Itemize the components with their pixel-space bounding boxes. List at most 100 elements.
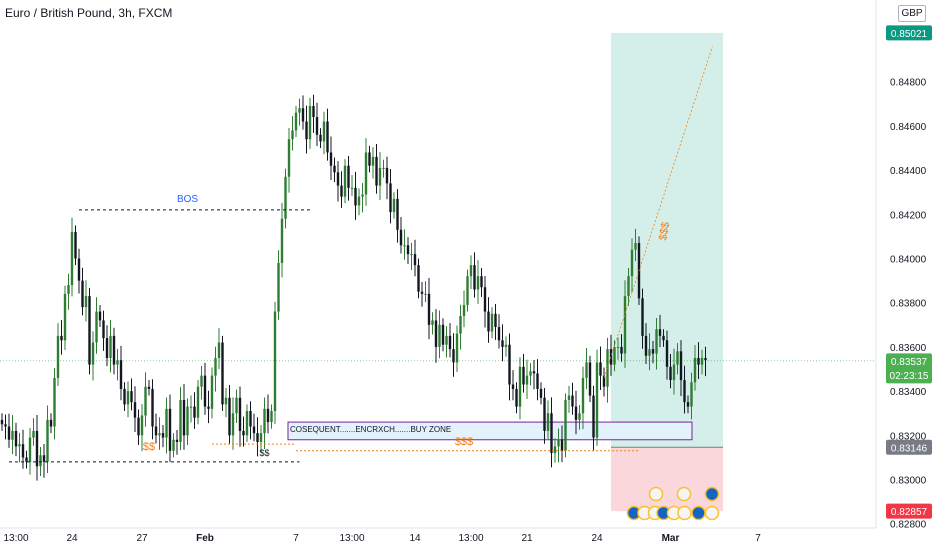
candle-body xyxy=(560,439,564,451)
chart-title: Euro / British Pound, 3h, FXCM xyxy=(5,6,173,20)
y-tick-label: 0.83600 xyxy=(890,343,927,354)
candle-body xyxy=(690,382,693,407)
candle-body xyxy=(417,265,420,292)
candle-body xyxy=(543,397,546,431)
event-flag-icon xyxy=(677,505,692,521)
candle-body xyxy=(602,375,606,387)
candle-body xyxy=(133,402,137,418)
candle-body xyxy=(333,165,336,173)
candle-body xyxy=(14,430,18,447)
candle-body xyxy=(193,406,196,418)
liquidity-label-left: $$ xyxy=(143,441,155,453)
x-tick-label: Mar xyxy=(662,533,680,544)
target-price-value: 0.85021 xyxy=(891,29,928,40)
candle-body xyxy=(693,357,697,383)
candle-body xyxy=(343,165,347,197)
y-tick-label: 0.82800 xyxy=(890,520,927,531)
candle-body xyxy=(263,408,266,434)
candle-body xyxy=(452,349,455,363)
candle-body xyxy=(207,406,210,409)
candle-body xyxy=(704,357,707,361)
candle-body xyxy=(350,187,354,189)
candle-body xyxy=(231,413,235,436)
candle-body xyxy=(679,351,683,381)
y-tick-label: 0.84000 xyxy=(890,255,927,266)
candle-body xyxy=(511,384,515,389)
y-tick-label: 0.84800 xyxy=(890,78,927,89)
candle-body xyxy=(550,413,553,454)
candle-body xyxy=(305,121,308,140)
event-flag-icon xyxy=(704,505,720,521)
candle-body xyxy=(686,402,690,407)
candle-body xyxy=(84,296,88,308)
candle-body xyxy=(256,433,259,442)
candle-body xyxy=(270,411,273,423)
candle-body xyxy=(676,351,679,365)
x-tick-label: Feb xyxy=(196,533,214,544)
candle-body xyxy=(445,335,448,345)
candle-body xyxy=(522,366,525,385)
candle-body xyxy=(273,311,277,412)
candle-body xyxy=(287,139,291,177)
candle-body xyxy=(553,446,557,454)
event-flag-icon xyxy=(691,505,706,521)
candle-body xyxy=(91,342,95,365)
event-flag-icon xyxy=(676,486,692,502)
candle-body xyxy=(200,375,203,387)
candle-body xyxy=(658,329,662,336)
candle-body xyxy=(301,108,305,122)
candle-body xyxy=(196,386,200,418)
candle-body xyxy=(508,344,511,385)
candle-body xyxy=(578,413,581,420)
candle-body xyxy=(168,408,172,451)
candle-body xyxy=(25,457,28,462)
stop-price-value: 0.82857 xyxy=(891,507,928,518)
candle-body xyxy=(441,324,445,345)
candle-body xyxy=(81,280,84,308)
buy-zone-box xyxy=(287,421,693,441)
x-tick-label: 24 xyxy=(66,533,78,544)
candle-body xyxy=(21,444,25,458)
candle-body xyxy=(249,411,252,427)
candle-body xyxy=(574,406,578,420)
candle-body xyxy=(298,108,301,113)
candle-body xyxy=(291,130,294,140)
candle-body xyxy=(613,346,616,365)
candle-body xyxy=(448,335,452,350)
candle-body xyxy=(662,335,665,341)
candle-body xyxy=(39,455,42,467)
candle-body xyxy=(49,419,53,427)
candle-body xyxy=(455,333,459,363)
candle-body xyxy=(158,433,161,436)
candle-body xyxy=(294,112,298,131)
candle-body xyxy=(102,320,105,339)
candle-body xyxy=(95,311,98,343)
candle-body xyxy=(630,249,634,277)
candle-body xyxy=(182,399,186,436)
candle-body xyxy=(473,265,476,290)
candle-body xyxy=(644,335,648,356)
candle-body xyxy=(669,366,672,381)
candle-body xyxy=(277,262,280,312)
candle-body xyxy=(319,134,322,142)
candle-body xyxy=(697,357,700,365)
candle-body xyxy=(480,276,483,288)
liquidity-label-mid: $$ xyxy=(259,448,269,458)
candle-body xyxy=(245,411,249,436)
candle-body xyxy=(361,194,364,197)
candle-body xyxy=(235,397,238,414)
candle-body xyxy=(616,346,620,348)
y-tick-label: 0.83000 xyxy=(890,476,927,487)
candle-body xyxy=(382,167,385,169)
buy-zone-label: COSEQUENT.......ENCRXCH.......BUY ZONE xyxy=(290,425,451,434)
currency-selector[interactable]: GBP xyxy=(898,5,926,22)
candle-body xyxy=(620,346,623,354)
candle-body xyxy=(385,167,389,184)
candle-body xyxy=(595,362,599,438)
candle-body xyxy=(63,293,67,341)
candle-body xyxy=(329,152,333,166)
candle-body xyxy=(536,373,539,389)
candle-body xyxy=(623,296,627,354)
candle-body xyxy=(284,176,287,219)
